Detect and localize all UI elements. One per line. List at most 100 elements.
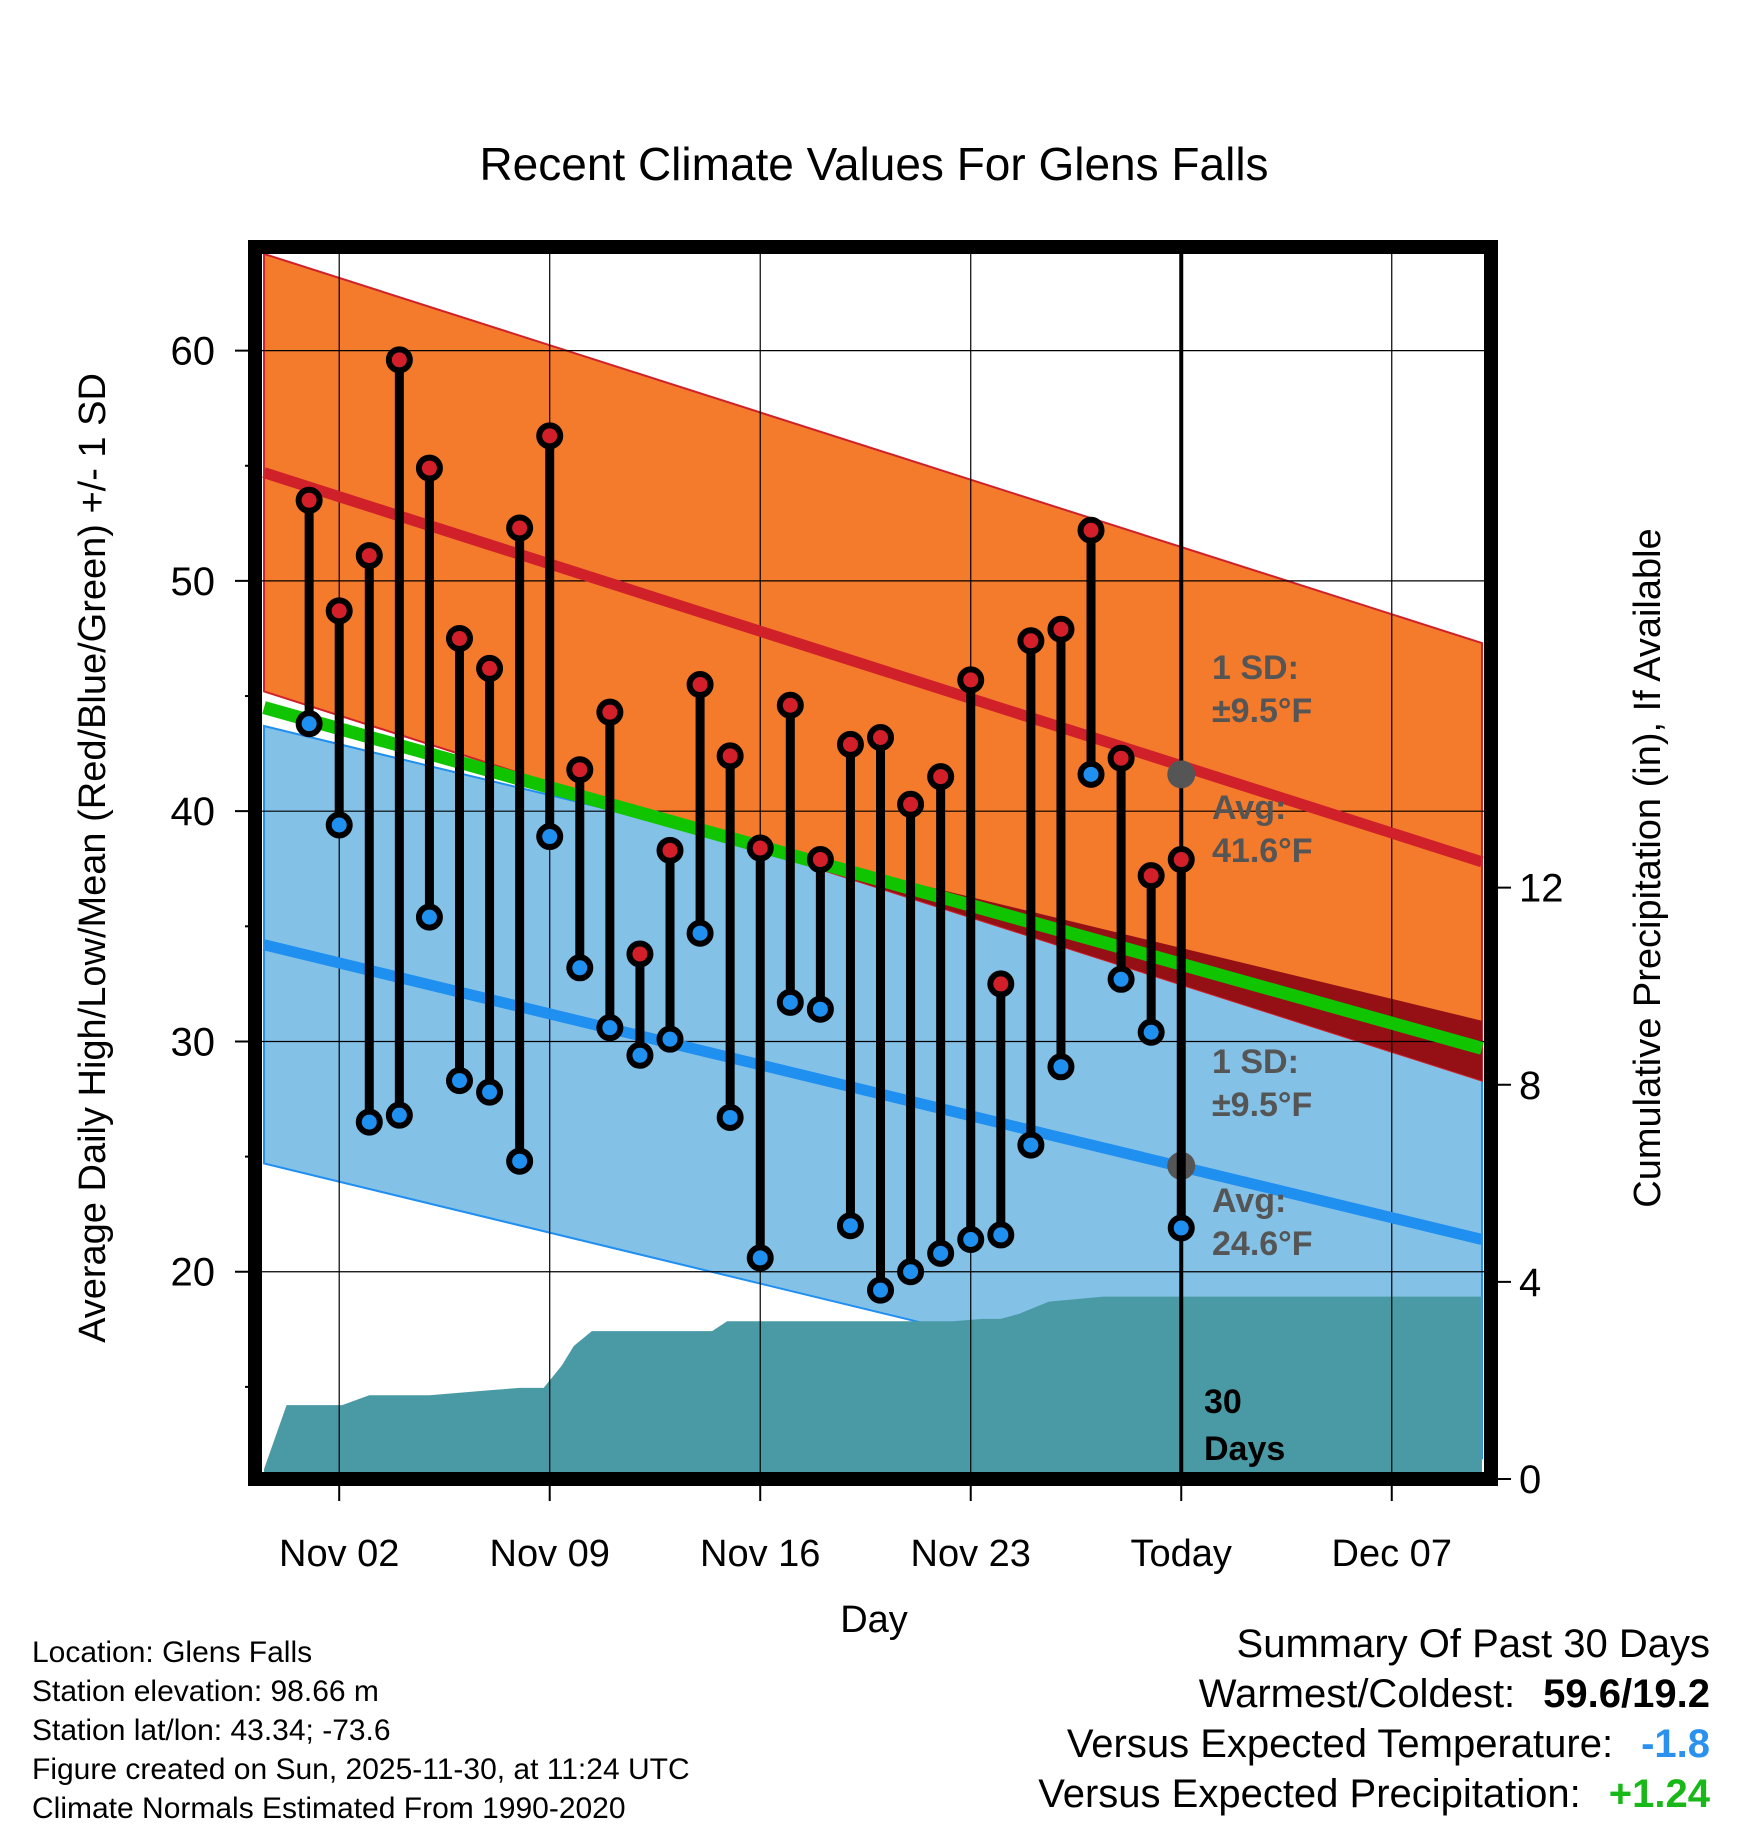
daily-high-point (987, 970, 1015, 998)
daily-low-point (476, 1078, 504, 1106)
y-tick-label: 30 (171, 1020, 216, 1064)
daily-low-point (506, 1147, 534, 1175)
daily-high-point (445, 624, 473, 652)
daily-low-point (836, 1212, 864, 1240)
daily-low-point (776, 988, 804, 1016)
daily-high-point (506, 514, 534, 542)
x-tick-label: Today (1131, 1533, 1232, 1575)
daily-low-point (355, 1108, 383, 1136)
annotations: 1 SD: ±9.5°F Avg: 41.6°F 1 SD: ±9.5°F Av… (1204, 649, 1313, 1468)
y-tick-label: 20 (171, 1251, 216, 1295)
daily-low-point (325, 811, 353, 839)
daily-low-point (716, 1103, 744, 1131)
summary-warm-cold-value: 59.6/19.2 (1543, 1672, 1710, 1716)
summary-warm-cold: Warmest/Coldest: 59.6/19.2 (1199, 1672, 1710, 1717)
daily-low-point (1167, 1214, 1195, 1242)
daily-high-point (656, 836, 684, 864)
daily-observation (476, 654, 504, 1106)
footer-location: Location: Glens Falls (32, 1636, 313, 1669)
today-days-label-line2: Days (1204, 1430, 1285, 1468)
y2-tick-label: 8 (1519, 1064, 1541, 1108)
daily-high-point (415, 454, 443, 482)
y-axis-label: Average Daily High/Low/Mean (Red/Blue/Gr… (72, 373, 114, 1343)
daily-high-point (957, 666, 985, 694)
daily-observation (295, 486, 323, 738)
daily-low-point (957, 1226, 985, 1254)
daily-low-point (897, 1258, 925, 1286)
daily-high-point (566, 756, 594, 784)
daily-high-point (325, 597, 353, 625)
footer-elevation: Station elevation: 98.66 m (32, 1675, 379, 1708)
y2-tick-label: 4 (1519, 1261, 1541, 1305)
normal-mean-line (262, 701, 1484, 1055)
y-tick-label: 50 (171, 560, 216, 604)
daily-high-point (476, 654, 504, 682)
daily-low-point (385, 1101, 413, 1129)
daily-observation (445, 624, 473, 1095)
summary-temp-label: Versus Expected Temperature: (1066, 1722, 1614, 1766)
daily-observation (897, 790, 925, 1286)
daily-observation (987, 970, 1015, 1249)
daily-low-point (656, 1025, 684, 1053)
summary-warm-cold-label: Warmest/Coldest: (1198, 1672, 1516, 1716)
cumulative-precip-area (264, 1296, 1482, 1479)
low-sd-label-line2: ±9.5°F (1212, 1086, 1312, 1124)
low-avg-label-line2: 24.6°F (1212, 1225, 1313, 1263)
daily-high-point (355, 542, 383, 570)
daily-high-point (776, 691, 804, 719)
daily-observation (1017, 627, 1045, 1159)
daily-low-point (1017, 1131, 1045, 1159)
daily-observation (656, 836, 684, 1053)
daily-high-point (836, 730, 864, 758)
footer-normals: Climate Normals Estimated From 1990-2020 (32, 1792, 626, 1825)
daily-observation (506, 514, 534, 1175)
normal-low-line (262, 939, 1484, 1245)
low-sd-label-line1: 1 SD: (1212, 1043, 1299, 1081)
daily-low-point (686, 919, 714, 947)
normal-high-line (262, 467, 1484, 868)
daily-observation (927, 763, 955, 1267)
daily-high-point (927, 763, 955, 791)
x-axis-label: Day (840, 1599, 908, 1641)
daily-low-point (867, 1276, 895, 1304)
daily-observation (566, 756, 594, 982)
plot-frame (248, 240, 1498, 1486)
footer-latlon: Station lat/lon: 43.34; -73.6 (32, 1714, 391, 1747)
daily-high-point (626, 940, 654, 968)
y2-axis-label: Cumulative Precipitation (in), If Availa… (1627, 528, 1669, 1207)
summary-precip-label: Versus Expected Precipitation: (1038, 1772, 1581, 1816)
high-sd-label-line2: ±9.5°F (1212, 692, 1312, 730)
daily-low-point (1077, 760, 1105, 788)
daily-observation (355, 542, 383, 1136)
daily-high-point (746, 834, 774, 862)
high-avg-label-line2: 41.6°F (1212, 832, 1313, 870)
daily-high-point (1167, 846, 1195, 874)
daily-low-point (445, 1067, 473, 1095)
daily-low-point (536, 823, 564, 851)
daily-high-point (716, 742, 744, 770)
summary-precip: Versus Expected Precipitation: +1.24 (1038, 1772, 1710, 1817)
x-tick-label: Nov 16 (700, 1533, 820, 1575)
daily-observation (1167, 846, 1195, 1242)
daily-high-point (897, 790, 925, 818)
summary-temp: Versus Expected Temperature: -1.8 (1067, 1722, 1710, 1767)
y2-tick-label: 0 (1519, 1458, 1541, 1502)
normal-lines (262, 467, 1484, 1245)
daily-low-point (927, 1239, 955, 1267)
daily-low-point (1107, 965, 1135, 993)
x-tick-label: Dec 07 (1332, 1533, 1452, 1575)
daily-observation (1047, 615, 1075, 1081)
daily-observation (746, 834, 774, 1272)
high-sd-label-line1: 1 SD: (1212, 649, 1299, 687)
daily-low-point (806, 995, 834, 1023)
footer-created: Figure created on Sun, 2025-11-30, at 11… (32, 1753, 690, 1786)
daily-observations (295, 346, 1195, 1304)
summary-temp-value: -1.8 (1641, 1722, 1710, 1766)
daily-observation (836, 730, 864, 1240)
daily-high-point (536, 422, 564, 450)
daily-observation (385, 346, 413, 1129)
daily-observation (957, 666, 985, 1254)
daily-low-point (626, 1041, 654, 1069)
